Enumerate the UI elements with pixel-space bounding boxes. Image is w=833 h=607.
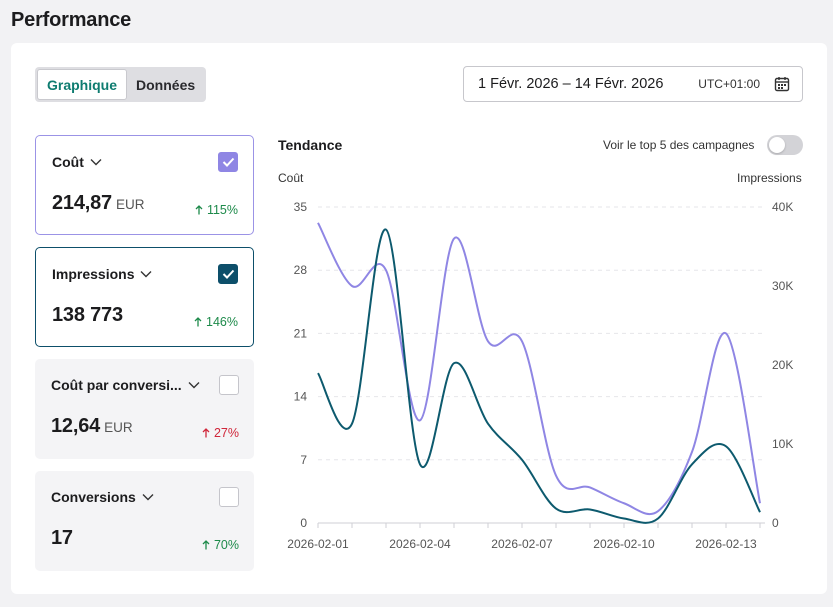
toggle-knob [769, 137, 785, 153]
right-axis-tick: 10K [772, 437, 793, 451]
date-range-value: 1 Févr. 2026 – 14 Févr. 2026 [478, 76, 664, 92]
x-axis-tick: 2026-02-07 [491, 537, 553, 551]
left-axis-tick: 35 [294, 200, 308, 214]
metric-title: Coût [52, 154, 84, 170]
right-axis-tick: 20K [772, 358, 793, 372]
view-toggle: Graphique Données [35, 67, 207, 102]
top5-toggle-switch[interactable] [767, 135, 803, 155]
impressions-series-line [317, 222, 761, 516]
left-axis-tick: 14 [294, 390, 308, 404]
x-axis-tick: 2026-02-13 [695, 537, 757, 551]
metric-trend-value: 115% [206, 203, 238, 217]
metric-value: 138 773 [52, 304, 127, 327]
data-view-tab[interactable]: Données [136, 76, 196, 93]
metric-number: 17 [51, 527, 73, 549]
check-icon [222, 157, 234, 167]
metric-value: 214,87 EUR [52, 192, 145, 215]
metric-unit: EUR [115, 197, 145, 212]
metric-trend-value: 70% [213, 538, 239, 552]
metric-trend: 115% [195, 203, 238, 217]
left-axis-tick: 7 [300, 453, 307, 467]
top5-toggle-label: Voir le top 5 des campagnes [603, 138, 755, 152]
page-title: Performance [11, 9, 132, 31]
metric-number: 12,64 [51, 415, 101, 437]
metric-card-impressions[interactable]: Impressions 138 773 146% [35, 247, 254, 347]
metric-title-dropdown[interactable]: Impressions [52, 266, 152, 282]
right-axis-tick: 0 [772, 516, 779, 530]
metric-card-cost-per-conversion[interactable]: Coût par conversi... 12,64 EUR 27% [35, 359, 254, 459]
arrow-up-icon [202, 428, 210, 438]
metric-title-dropdown[interactable]: Conversions [51, 489, 154, 505]
chevron-down-icon [142, 494, 154, 501]
chevron-down-icon [90, 159, 102, 166]
left-axis-tick: 21 [294, 326, 308, 340]
metric-trend-value: 146% [206, 315, 238, 329]
metric-number: 214,87 [52, 192, 112, 214]
metric-card-cost[interactable]: Coût 214,87 EUR 115% [35, 135, 254, 235]
arrow-up-icon [202, 540, 210, 550]
metric-value: 12,64 EUR [51, 415, 133, 438]
arrow-up-icon [194, 317, 202, 327]
metric-checkbox[interactable] [219, 375, 239, 395]
metric-number: 138 773 [52, 304, 123, 326]
left-axis-tick: 28 [294, 263, 308, 277]
metric-trend: 27% [202, 426, 239, 440]
chart-view-tab[interactable]: Graphique [37, 69, 128, 100]
calendar-icon[interactable] [774, 76, 790, 92]
metric-trend: 146% [194, 315, 238, 329]
chevron-down-icon [140, 271, 152, 278]
metric-title: Impressions [52, 266, 135, 282]
chart-title: Tendance [278, 137, 343, 153]
metric-unit: EUR [104, 420, 133, 435]
metric-checkbox[interactable] [218, 152, 238, 172]
metric-title: Coût par conversi... [51, 377, 182, 393]
metric-card-conversions[interactable]: Conversions 17 70% [35, 471, 254, 571]
cost-series-line [317, 228, 761, 524]
right-axis-tick: 30K [772, 279, 793, 293]
metric-title-dropdown[interactable]: Coût par conversi... [51, 377, 200, 393]
metric-checkbox[interactable] [219, 487, 239, 507]
metric-trend-value: 27% [213, 426, 239, 440]
left-axis-tick: 0 [300, 516, 307, 530]
date-range-picker[interactable]: 1 Févr. 2026 – 14 Févr. 2026 UTC+01:00 [463, 66, 803, 102]
left-axis-label: Coût [278, 171, 304, 185]
right-axis-tick: 40K [772, 200, 793, 214]
x-axis-tick: 2026-02-04 [389, 537, 451, 551]
chevron-down-icon [188, 382, 200, 389]
metric-title-dropdown[interactable]: Coût [52, 154, 102, 170]
metric-trend: 70% [202, 538, 239, 552]
x-axis-tick: 2026-02-10 [593, 537, 655, 551]
metric-value: 17 [51, 527, 77, 550]
metric-title: Conversions [51, 489, 136, 505]
metric-checkbox[interactable] [218, 264, 238, 284]
trend-chart: 0 7 14 21 28 35 0 10K 20K 30K 40K 2026-02-01 2026-02… [287, 200, 793, 551]
performance-panel: Graphique Données 1 Févr. 2026 – 14 Févr… [11, 43, 827, 594]
right-axis-label: Impressions [737, 171, 802, 185]
check-icon [222, 269, 234, 279]
timezone-label: UTC+01:00 [698, 77, 760, 91]
x-axis-tick: 2026-02-01 [287, 537, 349, 551]
arrow-up-icon [195, 205, 203, 215]
